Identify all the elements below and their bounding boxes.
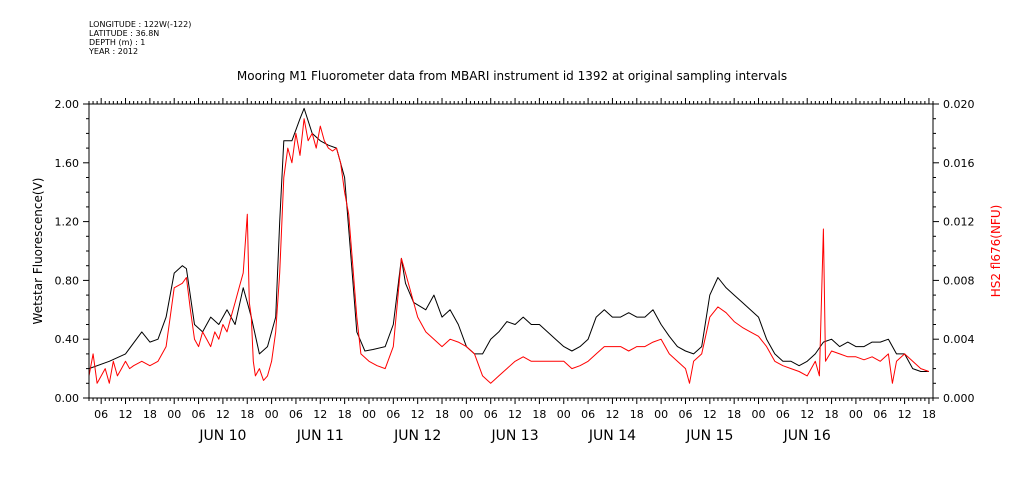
year-label: YEAR : 2012: [89, 47, 139, 56]
y-tick-label-right: 0.012: [943, 216, 975, 229]
plot-frame: [88, 103, 934, 399]
latitude-label: LATITUDE : 36.8N: [89, 29, 160, 38]
day-label: JUN 11: [296, 428, 344, 444]
x-tick-label: 00: [362, 408, 376, 421]
x-tick-label: 00: [557, 408, 571, 421]
plot-lines: [88, 107, 930, 384]
y-tick-label-left: 0.80: [55, 274, 80, 287]
x-tick-label: 12: [605, 408, 619, 421]
y-tick-label-right: 0.016: [943, 157, 975, 170]
x-tick-label: 06: [386, 408, 400, 421]
x-tick-label: 06: [192, 408, 206, 421]
y-tick-label-right: 0.000: [943, 392, 975, 405]
day-label: JUN 15: [685, 428, 733, 444]
day-label: JUN 14: [588, 428, 636, 444]
y-axis-label-left: Wetstar Fluorescence(V): [31, 178, 45, 325]
x-tick-label: 06: [94, 408, 108, 421]
y-tick-label-right: 0.008: [943, 274, 975, 287]
y-tick-label-left: 2.00: [55, 98, 80, 111]
x-tick-label: 12: [800, 408, 814, 421]
x-tick-label: 18: [143, 408, 157, 421]
chart-title: Mooring M1 Fluorometer data from MBARI i…: [237, 69, 787, 83]
right-axis-ticks: 0.000 0.004 0.008 0.012 0.016 0.020: [933, 98, 975, 405]
x-tick-label: 06: [289, 408, 303, 421]
fl676-series-line: [88, 118, 930, 384]
day-label: JUN 13: [490, 428, 538, 444]
x-tick-label: 00: [752, 408, 766, 421]
left-axis-ticks: 0.00 0.40 0.80 1.20 1.60 2.00: [55, 98, 89, 405]
x-tick-label: 12: [313, 408, 327, 421]
y-tick-label-left: 1.20: [55, 216, 80, 229]
x-tick-label: 12: [216, 408, 230, 421]
longitude-label: LONGITUDE : 122W(-122): [89, 20, 192, 29]
x-tick-label: 18: [727, 408, 741, 421]
x-tick-label: 00: [654, 408, 668, 421]
x-tick-label: 06: [581, 408, 595, 421]
x-tick-label: 12: [898, 408, 912, 421]
x-tick-label: 06: [678, 408, 692, 421]
x-tick-label: 06: [776, 408, 790, 421]
x-tick-label: 18: [630, 408, 644, 421]
x-tick-label: 00: [849, 408, 863, 421]
x-tick-label: 18: [825, 408, 839, 421]
x-tick-label: 18: [240, 408, 254, 421]
x-tick-label: 00: [459, 408, 473, 421]
y-axis-label-right: HS2 fl676(NFU): [989, 205, 1003, 298]
x-tick-label: 12: [703, 408, 717, 421]
x-tick-label: 18: [338, 408, 352, 421]
x-tick-label: 18: [532, 408, 546, 421]
day-label: JUN 10: [198, 428, 246, 444]
x-tick-label: 12: [411, 408, 425, 421]
depth-label: DEPTH (m) : 1: [89, 38, 146, 47]
y-tick-label-left: 0.40: [55, 333, 80, 346]
x-tick-label: 00: [167, 408, 181, 421]
y-tick-label-left: 1.60: [55, 157, 80, 170]
wetstar-series-line: [88, 107, 929, 372]
y-tick-label-right: 0.020: [943, 98, 975, 111]
x-axis-ticks: 06 12 18 00 06 12 18 00 06 12 18 00 06 12 18 00 06 12 18 00…: [88, 98, 936, 444]
x-tick-label: 00: [265, 408, 279, 421]
x-tick-label: 18: [435, 408, 449, 421]
x-tick-label: 06: [873, 408, 887, 421]
y-tick-label-left: 0.00: [55, 392, 80, 405]
day-label: JUN 16: [783, 428, 831, 444]
day-label: JUN 12: [393, 428, 441, 444]
x-tick-label: 06: [484, 408, 498, 421]
y-tick-label-right: 0.004: [943, 333, 975, 346]
x-tick-label: 12: [119, 408, 133, 421]
x-tick-label: 12: [508, 408, 522, 421]
x-tick-label: 18: [922, 408, 936, 421]
